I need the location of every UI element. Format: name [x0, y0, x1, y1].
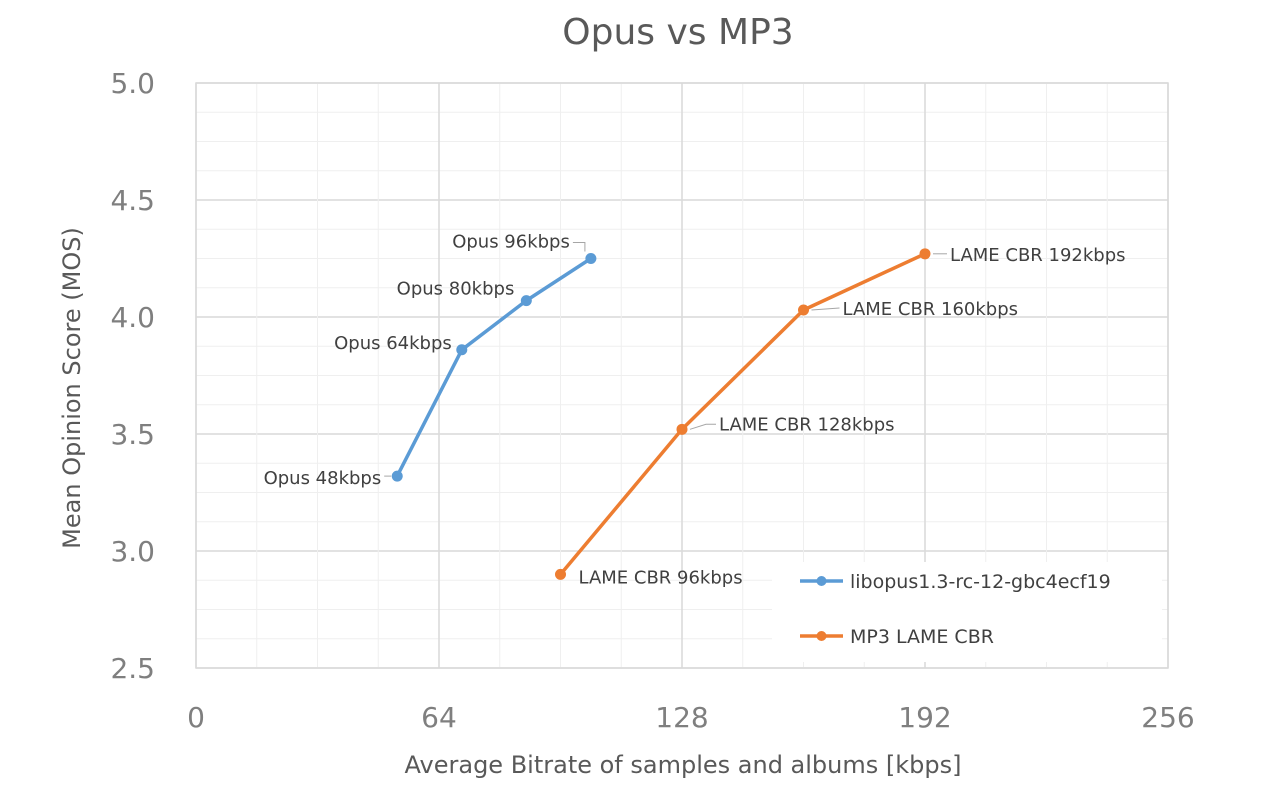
data-label: Opus 64kbps — [334, 333, 452, 354]
y-tick-label: 3.5 — [110, 418, 155, 451]
label-leader-line — [572, 242, 586, 252]
data-point — [520, 295, 532, 307]
x-tick-label: 128 — [655, 701, 708, 734]
data-point — [456, 344, 468, 356]
x-tick-label: 0 — [187, 701, 205, 734]
y-axis-title: Mean Opinion Score (MOS) — [58, 227, 86, 549]
series-line — [395, 256, 593, 478]
legend-marker — [816, 631, 827, 641]
data-label: LAME CBR 160kbps — [843, 299, 1019, 320]
y-axis-ticks: 2.5 3.0 3.5 4.0 4.5 5.0 — [110, 67, 155, 685]
data-label: LAME CBR 96kbps — [579, 567, 743, 588]
y-tick-label: 4.0 — [110, 301, 155, 334]
data-point — [798, 304, 809, 316]
data-label: LAME CBR 128kbps — [719, 414, 895, 435]
label-leader-line — [689, 423, 716, 430]
legend-marker — [816, 576, 827, 586]
data-point — [919, 248, 931, 260]
series-line — [558, 252, 927, 577]
x-axis-ticks: 0 64 128 192 256 — [187, 701, 1195, 734]
x-axis-title: Average Bitrate of samples and albums [k… — [405, 751, 962, 779]
data-point — [555, 568, 566, 580]
x-tick-label: 256 — [1141, 701, 1194, 734]
data-point — [585, 253, 597, 264]
data-label: Opus 96kbps — [452, 232, 570, 253]
data-point — [676, 423, 688, 435]
data-label: Opus 48kbps — [264, 468, 382, 489]
data-label: Opus 80kbps — [397, 279, 515, 300]
y-tick-label: 5.0 — [110, 67, 155, 100]
x-tick-label: 192 — [898, 701, 951, 734]
chart-title: Opus vs MP3 — [562, 12, 793, 53]
series-2 — [555, 248, 931, 580]
y-tick-label: 3.0 — [110, 535, 155, 568]
label-leader-line — [811, 307, 840, 311]
legend-background — [772, 562, 1162, 662]
y-tick-label: 4.5 — [110, 184, 155, 217]
data-label: LAME CBR 192kbps — [950, 245, 1126, 266]
y-tick-label: 2.5 — [110, 652, 155, 685]
series-1 — [391, 253, 597, 482]
data-point — [391, 470, 403, 482]
legend-label: libopus1.3-rc-12-gbc4ecf19 — [850, 571, 1111, 593]
x-tick-label: 64 — [421, 701, 457, 734]
plot-area-border — [195, 82, 1169, 669]
legend: libopus1.3-rc-12-gbc4ecf19 MP3 LAME CBR — [772, 562, 1162, 662]
series-layer: Opus 48kbps Opus 64kbps Opus 80kbps Opus 96… — [264, 232, 1126, 589]
legend-label: MP3 LAME CBR — [850, 626, 994, 648]
